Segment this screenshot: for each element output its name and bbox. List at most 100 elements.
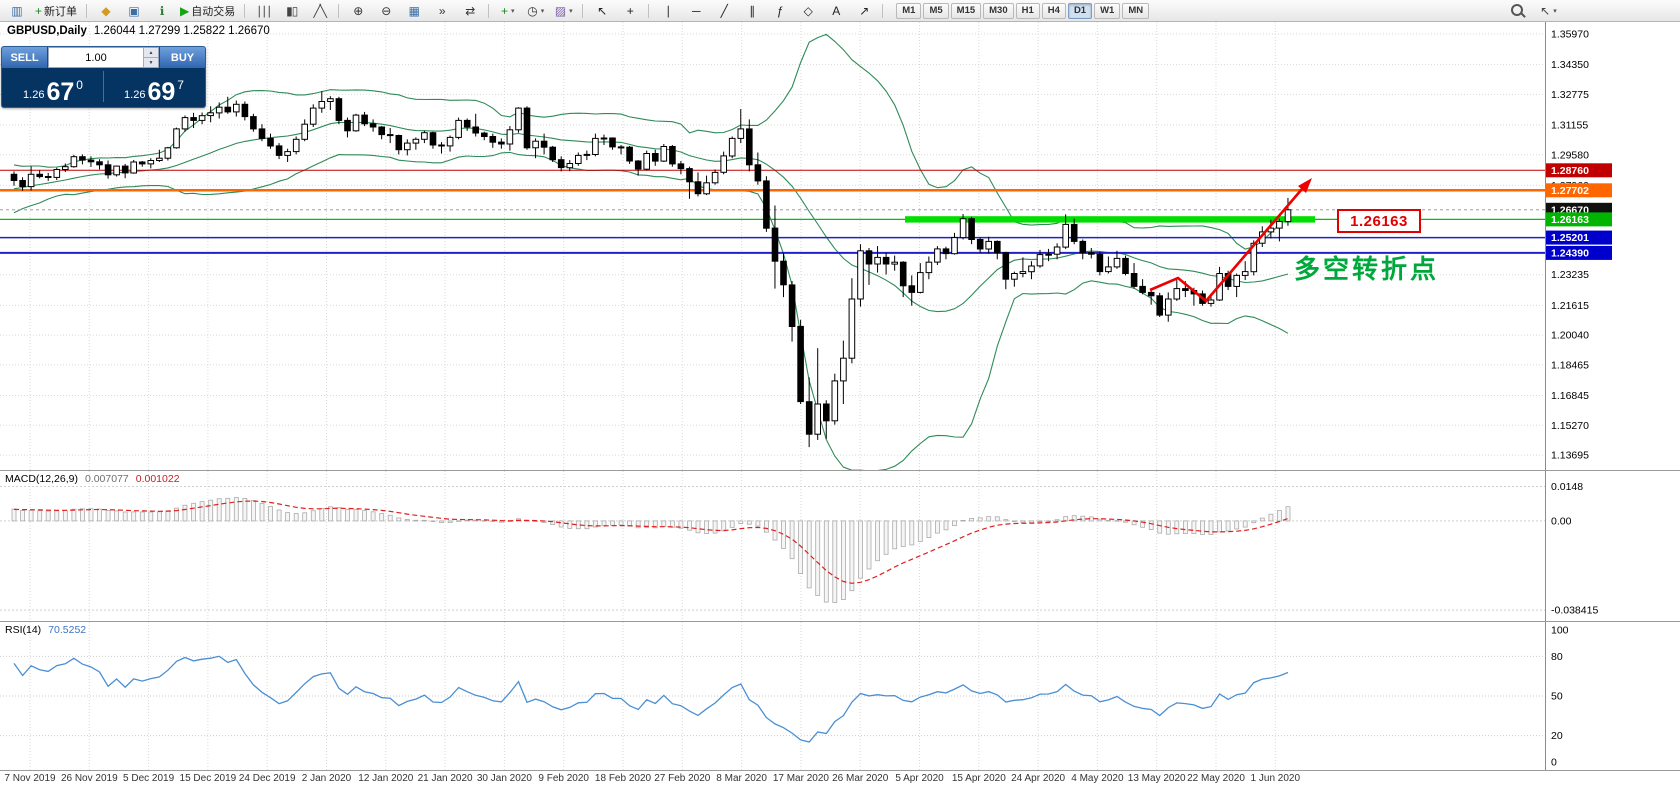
crosshair-icon-glyph: + [626,3,634,18]
cursor-icon-glyph: ↖ [597,3,607,18]
symbol-search-icon[interactable] [1504,1,1531,20]
svg-text:0: 0 [1551,757,1557,769]
turning-point-annotation: 多空转折点 [1294,254,1440,284]
chart-shift-icon[interactable]: ⇄ [456,1,483,20]
terminal-icon[interactable]: ▣ [120,1,147,20]
shapes-tool-icon-glyph: ◇ [803,3,813,18]
sell-price-big: 67 [46,78,75,106]
zoom-in-icon[interactable]: ⊕ [344,1,371,20]
crosshair-icon[interactable]: + [616,1,643,20]
svg-text:1.34350: 1.34350 [1551,59,1589,71]
svg-text:1.23235: 1.23235 [1551,269,1589,281]
svg-text:1.26163: 1.26163 [1551,214,1589,226]
date-label: 22 May 2020 [1187,773,1245,784]
candlestick-chart-icon[interactable]: ▮▯ [278,1,305,20]
new-order-button-label: 新订单 [44,5,78,18]
main-chart-canvas[interactable]: 1.359701.343501.327751.311551.295801.279… [0,22,1680,470]
candlestick-chart-icon-glyph: ▮▯ [286,3,298,18]
trendline-tool-icon-glyph: ╱ [720,3,728,18]
macd-label: MACD(12,26,9) 0.007077 0.001022 [5,473,180,485]
fibonacci-tool-icon[interactable]: ƒ [766,1,793,20]
toolbar: ▥ + 新订单 ◆ ▣ ℹ ▶ 自动交易 ∣∣∣ ▮▯ ╱╲ ⊕ ⊖ ▦» ⇄ + ▾ ◷ ▾ ▨ ▾ ↖ + ∣ ─ ╱ ∥ ƒ ◇ A… [0,0,1680,22]
buy-price[interactable]: 1.26 69 7 [106,69,202,106]
channel-tool-icon[interactable]: ∥ [738,1,765,20]
terminal-icon-glyph: ▣ [128,3,139,18]
volume-input[interactable] [49,48,143,67]
timeframe-m1[interactable]: M1 [896,2,922,19]
svg-text:1.29580: 1.29580 [1551,149,1589,161]
timeframe-m30[interactable]: M30 [983,2,1014,19]
timeframe-h1[interactable]: H1 [1015,2,1040,19]
chart-window-icon[interactable]: ▥ [3,1,30,20]
buy-price-prefix: 1.26 [124,89,146,101]
bottom-spacer [0,787,1680,807]
macd-main-value: 0.007077 [84,473,129,485]
autotrading-button[interactable]: ▶ 自动交易 [176,1,239,20]
tile-windows-icon[interactable]: ▦ [400,1,427,20]
buy-price-pip: 7 [177,78,184,92]
timeframe-m15[interactable]: M15 [950,2,982,19]
svg-text:0.00: 0.00 [1551,515,1572,527]
rsi-line [13,655,1289,743]
trend-arrow-head [1298,178,1312,193]
date-label: 24 Apr 2020 [1011,773,1066,784]
macd-name: MACD(12,26,9) [5,473,78,485]
sell-price[interactable]: 1.26 67 0 [5,69,101,106]
text-tool-icon[interactable]: A [822,1,849,20]
text-tool-icon-glyph: A [832,3,840,18]
arrow-tool-icon[interactable]: ↗ [850,1,877,20]
periods-icon-glyph: ◷ [527,3,538,18]
timeframe-mn[interactable]: MN [1122,2,1150,19]
volume-down-button[interactable]: ▼ [144,58,158,67]
macd-histogram [11,497,1291,603]
indicators-icon[interactable]: + ▾ [494,1,521,20]
sell-price-prefix: 1.26 [23,89,45,101]
date-label: 13 May 2020 [1127,773,1186,784]
indicators-icon-glyph: + [500,3,508,18]
volume-up-button[interactable]: ▲ [144,48,158,58]
autotrading-button-label: 自动交易 [191,5,236,18]
chevron-down-icon: ▾ [511,7,515,15]
timeframe-m5[interactable]: M5 [923,2,949,19]
price-annotation-box: 1.26163 [1337,209,1421,233]
bollinger-lower [13,151,1289,470]
timeframe-h4[interactable]: H4 [1041,2,1066,19]
shapes-tool-icon[interactable]: ◇ [794,1,821,20]
quick-select-icon[interactable]: ↖ ▾ [1535,1,1562,20]
date-label: 15 Dec 2019 [179,773,237,784]
date-label: 1 Jun 2020 [1250,773,1301,784]
buy-button[interactable]: BUY [159,47,205,68]
timeframe-w1[interactable]: W1 [1094,2,1121,19]
rsi-canvas[interactable]: 100 80 50 20 0 [0,622,1680,770]
new-order-button[interactable]: + 新订单 [31,1,81,20]
timeframe-d1[interactable]: D1 [1067,2,1093,19]
vline-tool-icon[interactable]: ∣ [654,1,681,20]
chart-shift-icon-glyph: ⇄ [465,3,475,18]
zoom-out-icon-glyph: ⊖ [381,3,391,18]
trendline-tool-icon[interactable]: ╱ [710,1,737,20]
periods-icon[interactable]: ◷ ▾ [522,1,549,20]
one-click-trading-panel: SELL ▲ ▼ BUY 1.26 67 0 1.26 [1,46,206,108]
toolbar-separator [648,3,650,18]
chart-title: GBPUSD,Daily 1.26044 1.27299 1.25822 1.2… [7,25,270,37]
templates-icon[interactable]: ▨ ▾ [550,1,577,20]
toolbar-separator [338,3,340,18]
hline-tool-icon[interactable]: ─ [682,1,709,20]
auto-scroll-icon-glyph: » [438,3,446,18]
bar-chart-icon[interactable]: ∣∣∣ [250,1,277,20]
svg-text:1.31155: 1.31155 [1551,120,1588,132]
cursor-icon[interactable]: ↖ [588,1,615,20]
time-axis[interactable]: 7 Nov 2019 26 Nov 2019 5 Dec 2019 15 Dec 20… [0,771,1680,787]
metaeditor-icon[interactable]: ◆ [92,1,119,20]
line-chart-icon[interactable]: ╱╲ [306,1,333,20]
auto-scroll-icon[interactable]: » [428,1,455,20]
sell-button[interactable]: SELL [2,47,48,68]
svg-text:1.25201: 1.25201 [1551,232,1589,244]
zoom-out-icon[interactable]: ⊖ [372,1,399,20]
svg-text:1.32775: 1.32775 [1551,89,1589,101]
info-icon[interactable]: ℹ [148,1,175,20]
buy-price-big: 69 [147,78,176,106]
rsi-value: 70.5252 [48,624,87,636]
macd-canvas[interactable]: 0.0148 0.00 -0.038415 [0,471,1680,621]
